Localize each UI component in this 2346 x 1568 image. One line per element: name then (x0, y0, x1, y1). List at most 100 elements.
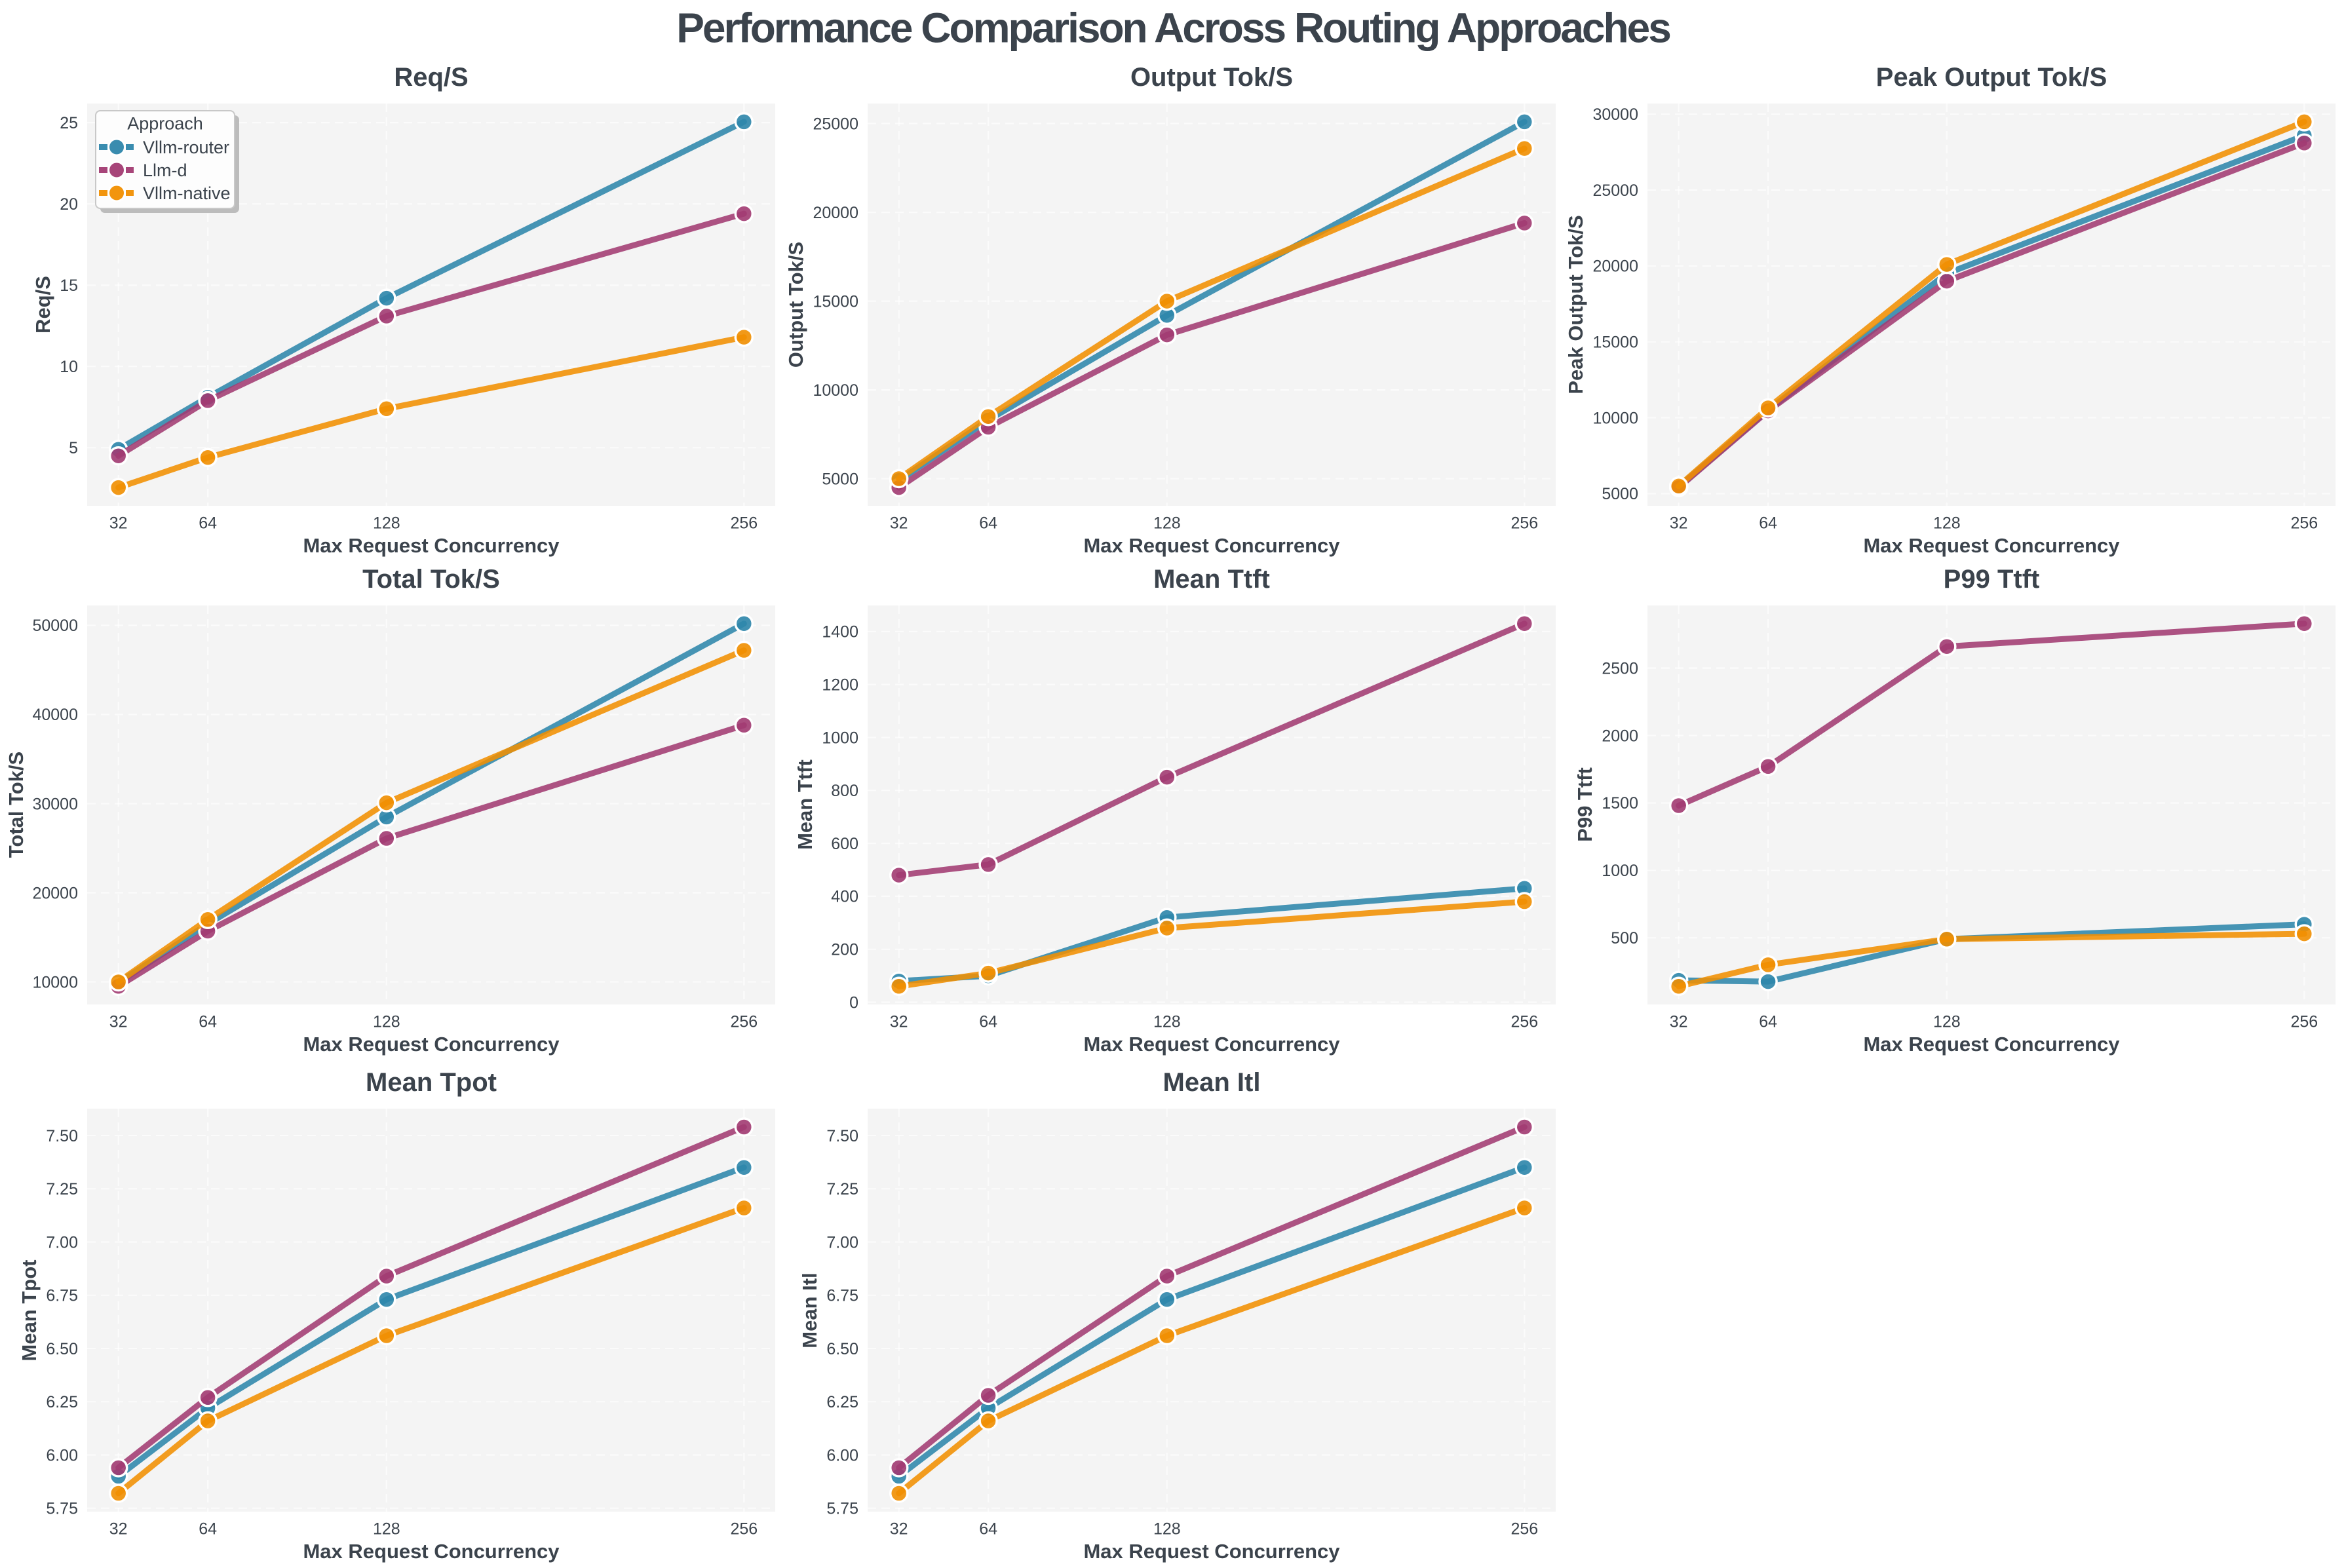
svg-text:32: 32 (109, 514, 128, 532)
svg-text:Max Request Concurrency: Max Request Concurrency (1083, 1540, 1340, 1563)
svg-text:5000: 5000 (822, 470, 858, 488)
svg-text:25: 25 (60, 114, 78, 132)
svg-text:64: 64 (199, 1520, 217, 1538)
svg-text:Mean Tpot: Mean Tpot (18, 1260, 41, 1362)
svg-text:Mean Itl: Mean Itl (798, 1272, 821, 1348)
svg-text:5000: 5000 (1602, 485, 1638, 503)
svg-text:200: 200 (831, 940, 858, 959)
svg-text:P99 Ttft: P99 Ttft (1944, 565, 2040, 594)
svg-text:Max Request Concurrency: Max Request Concurrency (303, 534, 560, 557)
svg-text:5.75: 5.75 (46, 1500, 78, 1518)
svg-text:128: 128 (373, 1012, 400, 1031)
svg-text:Mean Ttft: Mean Ttft (794, 759, 817, 850)
svg-text:6.25: 6.25 (826, 1393, 858, 1411)
svg-text:Output Tok/S: Output Tok/S (784, 242, 807, 368)
svg-text:6.75: 6.75 (46, 1286, 78, 1305)
svg-text:64: 64 (199, 1012, 217, 1031)
svg-text:64: 64 (979, 514, 997, 532)
svg-text:64: 64 (199, 514, 217, 532)
svg-text:128: 128 (1153, 1520, 1181, 1538)
svg-text:500: 500 (1611, 929, 1638, 947)
svg-text:Mean Ttft: Mean Ttft (1153, 565, 1270, 594)
svg-text:20000: 20000 (813, 204, 858, 222)
svg-text:600: 600 (831, 835, 858, 853)
svg-text:50000: 50000 (32, 617, 78, 635)
svg-text:256: 256 (1510, 1520, 1538, 1538)
svg-text:Mean Itl: Mean Itl (1163, 1068, 1261, 1097)
svg-text:Max Request Concurrency: Max Request Concurrency (303, 1540, 560, 1563)
svg-text:256: 256 (1510, 1012, 1538, 1031)
svg-text:30000: 30000 (1592, 105, 1638, 124)
svg-text:5.75: 5.75 (826, 1500, 858, 1518)
svg-text:Total Tok/S: Total Tok/S (362, 565, 500, 594)
svg-text:Llm-d: Llm-d (143, 161, 187, 180)
svg-text:15000: 15000 (813, 292, 858, 311)
svg-text:0: 0 (849, 993, 858, 1012)
svg-text:1000: 1000 (822, 729, 858, 747)
svg-text:32: 32 (890, 1520, 908, 1538)
svg-text:20: 20 (60, 195, 78, 214)
svg-text:10: 10 (60, 358, 78, 376)
svg-text:128: 128 (1153, 1012, 1181, 1031)
svg-text:Vllm-router: Vllm-router (143, 138, 229, 157)
svg-text:256: 256 (730, 514, 758, 532)
svg-text:400: 400 (831, 888, 858, 906)
svg-text:800: 800 (831, 782, 858, 800)
svg-text:10000: 10000 (813, 381, 858, 400)
svg-text:15000: 15000 (1592, 333, 1638, 351)
svg-text:256: 256 (730, 1012, 758, 1031)
svg-text:Peak Output Tok/S: Peak Output Tok/S (1876, 63, 2107, 92)
svg-text:Output Tok/S: Output Tok/S (1130, 63, 1293, 92)
svg-text:10000: 10000 (32, 973, 78, 991)
svg-text:6.00: 6.00 (826, 1446, 858, 1464)
svg-text:Max Request Concurrency: Max Request Concurrency (303, 1033, 560, 1056)
svg-text:128: 128 (1153, 514, 1181, 532)
svg-text:64: 64 (1759, 1012, 1777, 1031)
svg-text:20000: 20000 (1592, 258, 1638, 276)
svg-text:Total Tok/S: Total Tok/S (5, 752, 28, 858)
svg-text:6.75: 6.75 (826, 1286, 858, 1305)
svg-text:Max Request Concurrency: Max Request Concurrency (1083, 534, 1340, 557)
svg-text:15: 15 (60, 277, 78, 295)
svg-text:32: 32 (1670, 514, 1688, 532)
svg-text:Performance Comparison Across: Performance Comparison Across Routing Ap… (676, 4, 1670, 51)
svg-text:Req/S: Req/S (31, 276, 54, 334)
svg-text:Req/S: Req/S (394, 63, 468, 92)
svg-text:1200: 1200 (822, 676, 858, 694)
svg-text:Peak Output Tok/S: Peak Output Tok/S (1564, 215, 1587, 394)
svg-text:32: 32 (1670, 1012, 1688, 1031)
svg-text:64: 64 (979, 1520, 997, 1538)
svg-text:1000: 1000 (1602, 862, 1638, 880)
svg-text:20000: 20000 (32, 884, 78, 902)
svg-text:7.50: 7.50 (46, 1127, 78, 1145)
svg-text:32: 32 (109, 1012, 128, 1031)
svg-text:Max Request Concurrency: Max Request Concurrency (1863, 1033, 2120, 1056)
svg-text:10000: 10000 (1592, 409, 1638, 427)
svg-text:64: 64 (979, 1012, 997, 1031)
svg-text:25000: 25000 (813, 115, 858, 133)
svg-text:Mean Tpot: Mean Tpot (366, 1068, 497, 1097)
svg-text:128: 128 (373, 514, 400, 532)
svg-text:6.50: 6.50 (826, 1340, 858, 1358)
svg-text:64: 64 (1759, 514, 1777, 532)
svg-text:1400: 1400 (822, 623, 858, 641)
svg-text:40000: 40000 (32, 706, 78, 724)
svg-text:Approach: Approach (127, 113, 203, 133)
svg-text:7.00: 7.00 (46, 1233, 78, 1252)
svg-text:P99 Ttft: P99 Ttft (1573, 767, 1596, 842)
svg-text:1500: 1500 (1602, 794, 1638, 813)
svg-text:256: 256 (730, 1520, 758, 1538)
svg-text:6.00: 6.00 (46, 1446, 78, 1464)
svg-text:128: 128 (1933, 514, 1961, 532)
svg-text:256: 256 (2290, 1012, 2318, 1031)
svg-text:5: 5 (69, 439, 78, 457)
svg-text:Max Request Concurrency: Max Request Concurrency (1083, 1033, 1340, 1056)
svg-text:32: 32 (890, 1012, 908, 1031)
svg-text:32: 32 (109, 1520, 128, 1538)
svg-text:32: 32 (890, 514, 908, 532)
svg-text:7.25: 7.25 (826, 1180, 858, 1198)
svg-text:7.50: 7.50 (826, 1127, 858, 1145)
svg-text:7.25: 7.25 (46, 1180, 78, 1198)
svg-text:Vllm-native: Vllm-native (143, 183, 231, 203)
svg-text:2500: 2500 (1602, 659, 1638, 678)
